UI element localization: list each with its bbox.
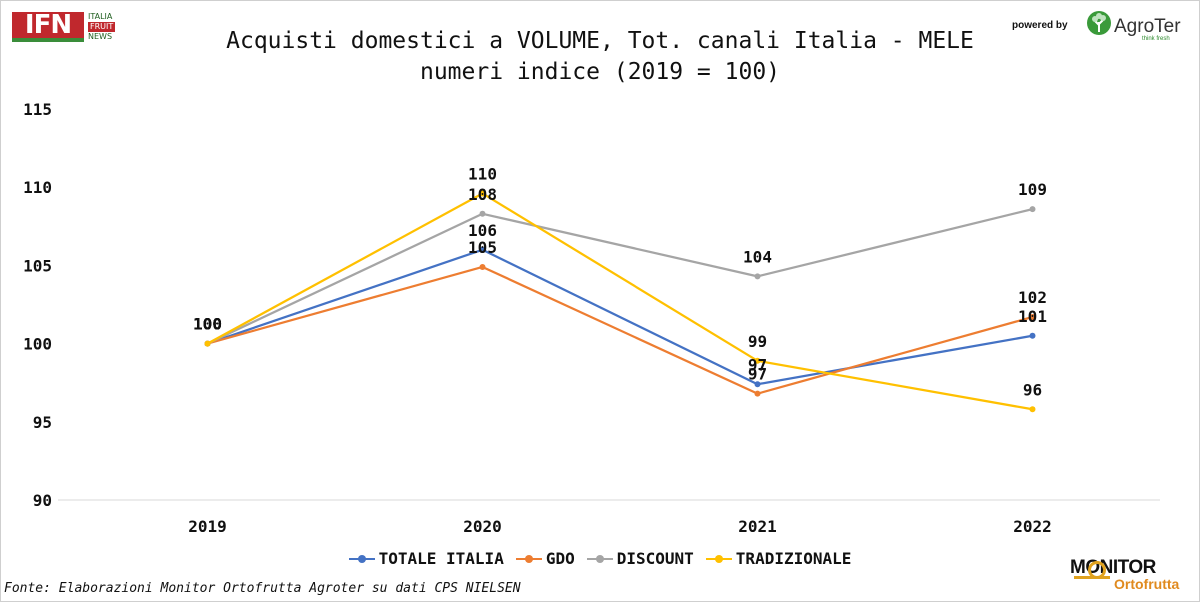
legend-item: DISCOUNT [586,549,694,568]
legend-swatch [705,553,732,565]
data-point [479,246,486,253]
legend-item: TOTALE ITALIA [348,549,504,568]
legend-label: TOTALE ITALIA [378,549,504,568]
monitor-logo-subword: Ortofrutta [1114,576,1180,592]
tree-icon [1087,11,1111,35]
data-point [479,210,486,217]
legend-swatch [515,553,542,565]
ifn-logo-word-news: NEWS [88,32,113,41]
data-labels: 1001069710110010597102100108104109100110… [193,164,1047,399]
chart-subtitle: numeri indice (2019 = 100) [419,59,781,85]
x-tick-label: 2020 [463,517,502,536]
legend-item: GDO [515,549,575,568]
data-label: 96 [1023,380,1042,399]
data-label: 100 [193,315,222,334]
x-tick-label: 2019 [188,517,227,536]
powered-by-label: powered by [1012,20,1068,31]
agroter-logo: AgroTer think fresh [1086,10,1194,44]
agroter-tagline: think fresh [1142,36,1170,42]
data-label: 108 [468,185,497,204]
data-point [1029,206,1036,213]
data-label: 109 [1018,180,1047,199]
series-line [206,192,1033,411]
agroter-name: AgroTer [1114,16,1181,37]
y-tick-label: 105 [23,256,52,275]
data-label: 100 [193,315,222,334]
ifn-logo-mark: IFN [12,12,84,42]
source-note: Fonte: Elaborazioni Monitor Ortofrutta A… [4,581,521,596]
x-tick-label: 2022 [1013,517,1052,536]
data-label: 105 [468,238,497,257]
data-label: 110 [468,164,497,183]
series-line [207,208,1033,345]
data-label: 100 [193,315,222,334]
data-label: 97 [748,365,767,384]
ifn-logo-words: ITALIA FRUIT NEWS [88,12,138,42]
data-point [754,381,761,388]
data-point [1029,406,1036,413]
ifn-logo-word-fruit: FRUIT [88,22,116,32]
y-tick-label: 95 [33,413,52,432]
legend-label: DISCOUNT [616,549,694,568]
legend-item: TRADIZIONALE [705,549,852,568]
x-tick-label: 2021 [738,517,777,536]
data-label: 100 [193,315,222,334]
data-point [479,190,486,197]
data-label: 99 [748,332,767,351]
y-tick-label: 110 [23,178,52,197]
chart-title-line1: Acquisti domestici a VOLUME, Tot. canali… [226,28,974,54]
data-point [754,390,761,397]
y-axis: 90 95 100 105 110 115 [23,100,52,510]
data-point [1029,332,1036,339]
legend-swatch [348,553,375,565]
data-point [1029,314,1036,321]
series-line [207,248,1033,386]
series-line [207,265,1033,395]
y-tick-label: 100 [23,335,52,354]
data-point [754,273,761,280]
legend-swatch [586,553,613,565]
data-label: 101 [1018,307,1047,326]
data-label: 106 [468,221,497,240]
chart-title: Acquisti domestici a VOLUME, Tot. canali… [0,26,1200,88]
y-tick-label: 90 [33,491,52,510]
data-label: 97 [748,355,767,374]
plot-area [204,190,1036,413]
chart-legend: TOTALE ITALIA GDO DISCOUNT TRADIZIONALE [0,549,1200,569]
data-point [754,357,761,364]
magnifier-icon [1088,561,1106,579]
legend-label: GDO [545,549,575,568]
italia-fruit-news-logo: IFN ITALIA FRUIT NEWS [12,10,134,44]
legend-label: TRADIZIONALE [735,549,852,568]
x-axis: 2019 2020 2021 2022 [188,517,1052,536]
data-label: 102 [1018,288,1047,307]
data-point [204,340,211,347]
data-point [479,263,486,270]
data-label: 104 [743,247,772,266]
ifn-logo-word-italia: ITALIA [88,12,113,21]
y-tick-label: 115 [23,100,52,119]
monitor-ortofrutta-logo: MONITOR Ortofrutta [1070,557,1192,597]
